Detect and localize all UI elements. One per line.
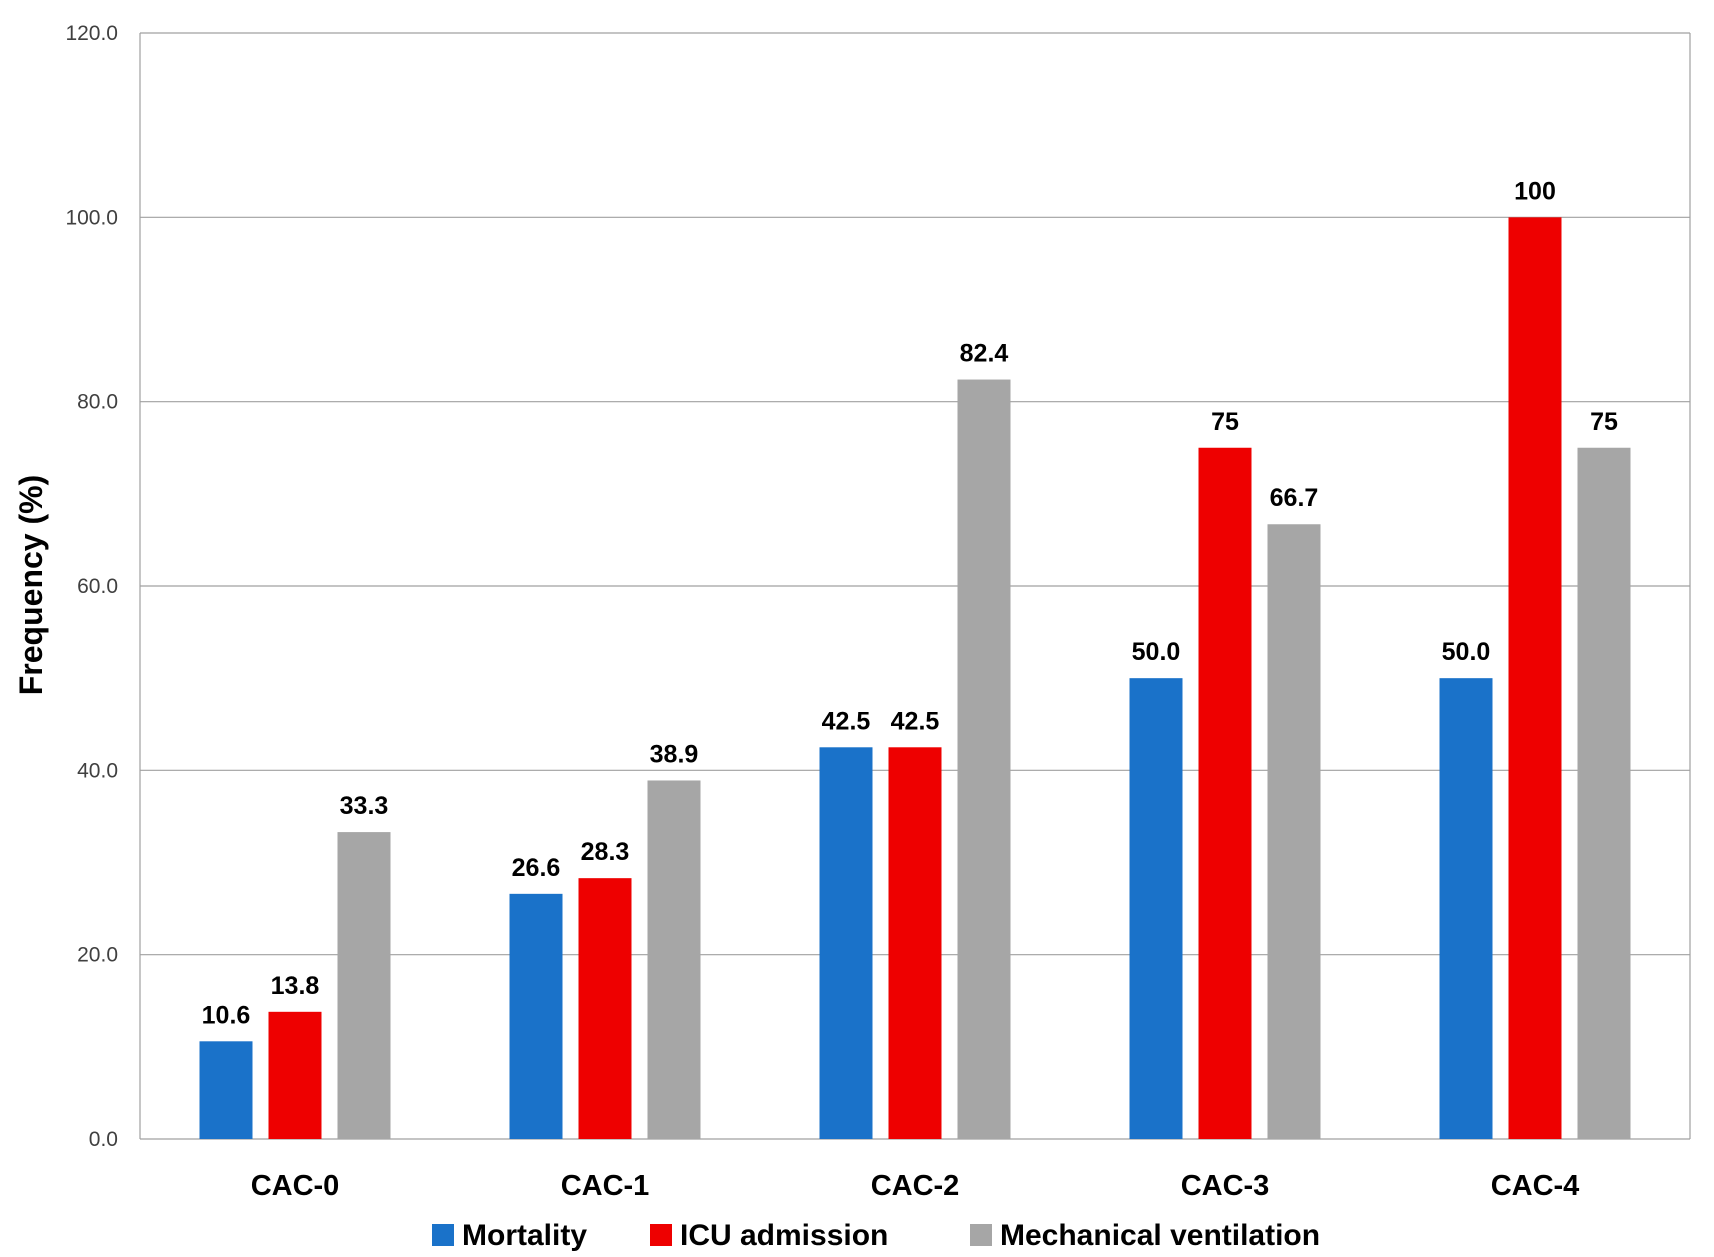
legend-swatch-mechanical-ventilation	[970, 1224, 992, 1246]
x-axis-labels: CAC-0 CAC-1 CAC-2 CAC-3 CAC-4	[251, 1170, 1580, 1202]
bar-mechanical-ventilation-cac-2	[957, 379, 1011, 1140]
bar-icu-admission-cac-4	[1508, 217, 1562, 1140]
bar-icu-admission-cac-0	[268, 1011, 322, 1139]
data-label: 26.6	[512, 854, 561, 882]
data-label: 13.8	[271, 972, 320, 1000]
data-label: 50.0	[1442, 638, 1491, 666]
y-axis-title: Frequency (%)	[13, 475, 49, 695]
bar-mechanical-ventilation-cac-3	[1267, 524, 1321, 1139]
y-axis-ticks: 0.0 20.0 40.0 60.0 80.0 100.0 120.0	[65, 22, 118, 1151]
data-label: 100	[1514, 177, 1556, 205]
y-tick-label: 120.0	[65, 22, 118, 45]
bar-mortality-cac-2	[819, 747, 873, 1139]
y-tick-label: 20.0	[77, 944, 118, 967]
data-label: 42.5	[891, 707, 940, 735]
bar-mechanical-ventilation-cac-1	[647, 780, 701, 1139]
bar-mortality-cac-4	[1439, 678, 1493, 1139]
y-tick-label: 100.0	[65, 206, 118, 229]
data-label: 75	[1590, 408, 1618, 436]
data-label: 38.9	[650, 740, 699, 768]
legend: Mortality ICU admission Mechanical ventila…	[432, 1219, 1320, 1252]
y-tick-label: 60.0	[77, 575, 118, 598]
data-label: 10.6	[202, 1001, 251, 1029]
x-tick-label-cac-4: CAC-4	[1491, 1170, 1580, 1202]
bar-icu-admission-cac-1	[578, 878, 632, 1139]
y-tick-label: 0.0	[89, 1128, 118, 1151]
bar-mortality-cac-1	[509, 893, 563, 1139]
data-labels: 10.6 13.8 33.3 26.6 28.3 38.9 42.5 42.5 82.4 50.0…	[202, 177, 1618, 1029]
data-label: 50.0	[1132, 638, 1181, 666]
bar-mortality-cac-0	[199, 1041, 253, 1139]
bars	[199, 217, 1631, 1140]
bar-mechanical-ventilation-cac-0	[337, 832, 391, 1139]
x-tick-label-cac-1: CAC-1	[561, 1170, 650, 1202]
x-tick-label-cac-0: CAC-0	[251, 1170, 340, 1202]
data-label: 28.3	[581, 838, 630, 866]
legend-swatch-icu-admission	[650, 1224, 672, 1246]
bar-icu-admission-cac-2	[888, 747, 942, 1139]
data-label: 82.4	[960, 340, 1009, 368]
data-label: 75	[1211, 408, 1239, 436]
legend-label-mortality: Mortality	[462, 1219, 587, 1252]
y-tick-label: 40.0	[77, 759, 118, 782]
legend-label-mechanical-ventilation: Mechanical ventilation	[1000, 1219, 1320, 1252]
legend-label-icu-admission: ICU admission	[680, 1219, 888, 1252]
data-label: 33.3	[340, 792, 389, 820]
data-label: 66.7	[1270, 484, 1319, 512]
data-label: 42.5	[822, 707, 871, 735]
bar-icu-admission-cac-3	[1198, 447, 1252, 1139]
bar-mortality-cac-3	[1129, 678, 1183, 1139]
y-tick-label: 80.0	[77, 391, 118, 414]
legend-swatch-mortality	[432, 1224, 454, 1246]
bar-mechanical-ventilation-cac-4	[1577, 447, 1631, 1139]
x-tick-label-cac-2: CAC-2	[871, 1170, 960, 1202]
x-tick-label-cac-3: CAC-3	[1181, 1170, 1270, 1202]
